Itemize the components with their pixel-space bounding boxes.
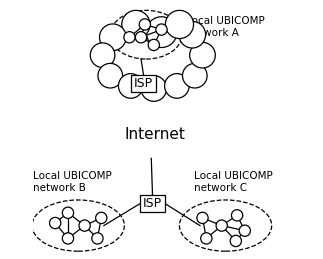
- Text: Local UBICOMP
network B: Local UBICOMP network B: [33, 171, 112, 193]
- Text: Internet: Internet: [125, 127, 185, 142]
- Circle shape: [216, 220, 227, 231]
- Circle shape: [232, 210, 243, 221]
- Circle shape: [230, 235, 241, 247]
- Circle shape: [239, 225, 250, 236]
- Circle shape: [146, 17, 177, 47]
- Text: ISP: ISP: [134, 77, 153, 90]
- Circle shape: [190, 42, 215, 68]
- Circle shape: [165, 74, 189, 98]
- FancyBboxPatch shape: [140, 196, 165, 212]
- Circle shape: [201, 233, 212, 244]
- Circle shape: [141, 76, 167, 101]
- Circle shape: [135, 32, 147, 43]
- Circle shape: [62, 233, 74, 244]
- Circle shape: [179, 21, 205, 48]
- Circle shape: [156, 24, 167, 35]
- Circle shape: [99, 24, 126, 51]
- Circle shape: [122, 10, 150, 39]
- Circle shape: [182, 63, 207, 88]
- Circle shape: [148, 39, 160, 51]
- Circle shape: [98, 63, 122, 88]
- Circle shape: [165, 10, 193, 39]
- Circle shape: [92, 233, 103, 244]
- Text: Local UBICOMP
network A: Local UBICOMP network A: [186, 16, 265, 38]
- FancyBboxPatch shape: [131, 75, 156, 92]
- Circle shape: [62, 207, 74, 218]
- Circle shape: [190, 42, 215, 68]
- Circle shape: [96, 212, 107, 224]
- Ellipse shape: [104, 101, 201, 158]
- Circle shape: [90, 43, 115, 68]
- Circle shape: [141, 76, 167, 101]
- Circle shape: [119, 74, 143, 98]
- Circle shape: [122, 10, 150, 39]
- Circle shape: [197, 212, 208, 224]
- Text: Local UBICOMP
network C: Local UBICOMP network C: [193, 171, 272, 193]
- Circle shape: [119, 74, 143, 98]
- Circle shape: [124, 32, 135, 43]
- Circle shape: [49, 217, 61, 229]
- Circle shape: [98, 63, 122, 88]
- Circle shape: [179, 21, 205, 48]
- Text: ISP: ISP: [143, 197, 162, 210]
- Circle shape: [165, 74, 189, 98]
- Circle shape: [182, 63, 207, 88]
- Circle shape: [99, 24, 126, 51]
- Circle shape: [139, 19, 151, 30]
- Circle shape: [79, 220, 90, 231]
- Circle shape: [165, 10, 193, 39]
- Circle shape: [146, 17, 177, 47]
- Circle shape: [90, 43, 115, 68]
